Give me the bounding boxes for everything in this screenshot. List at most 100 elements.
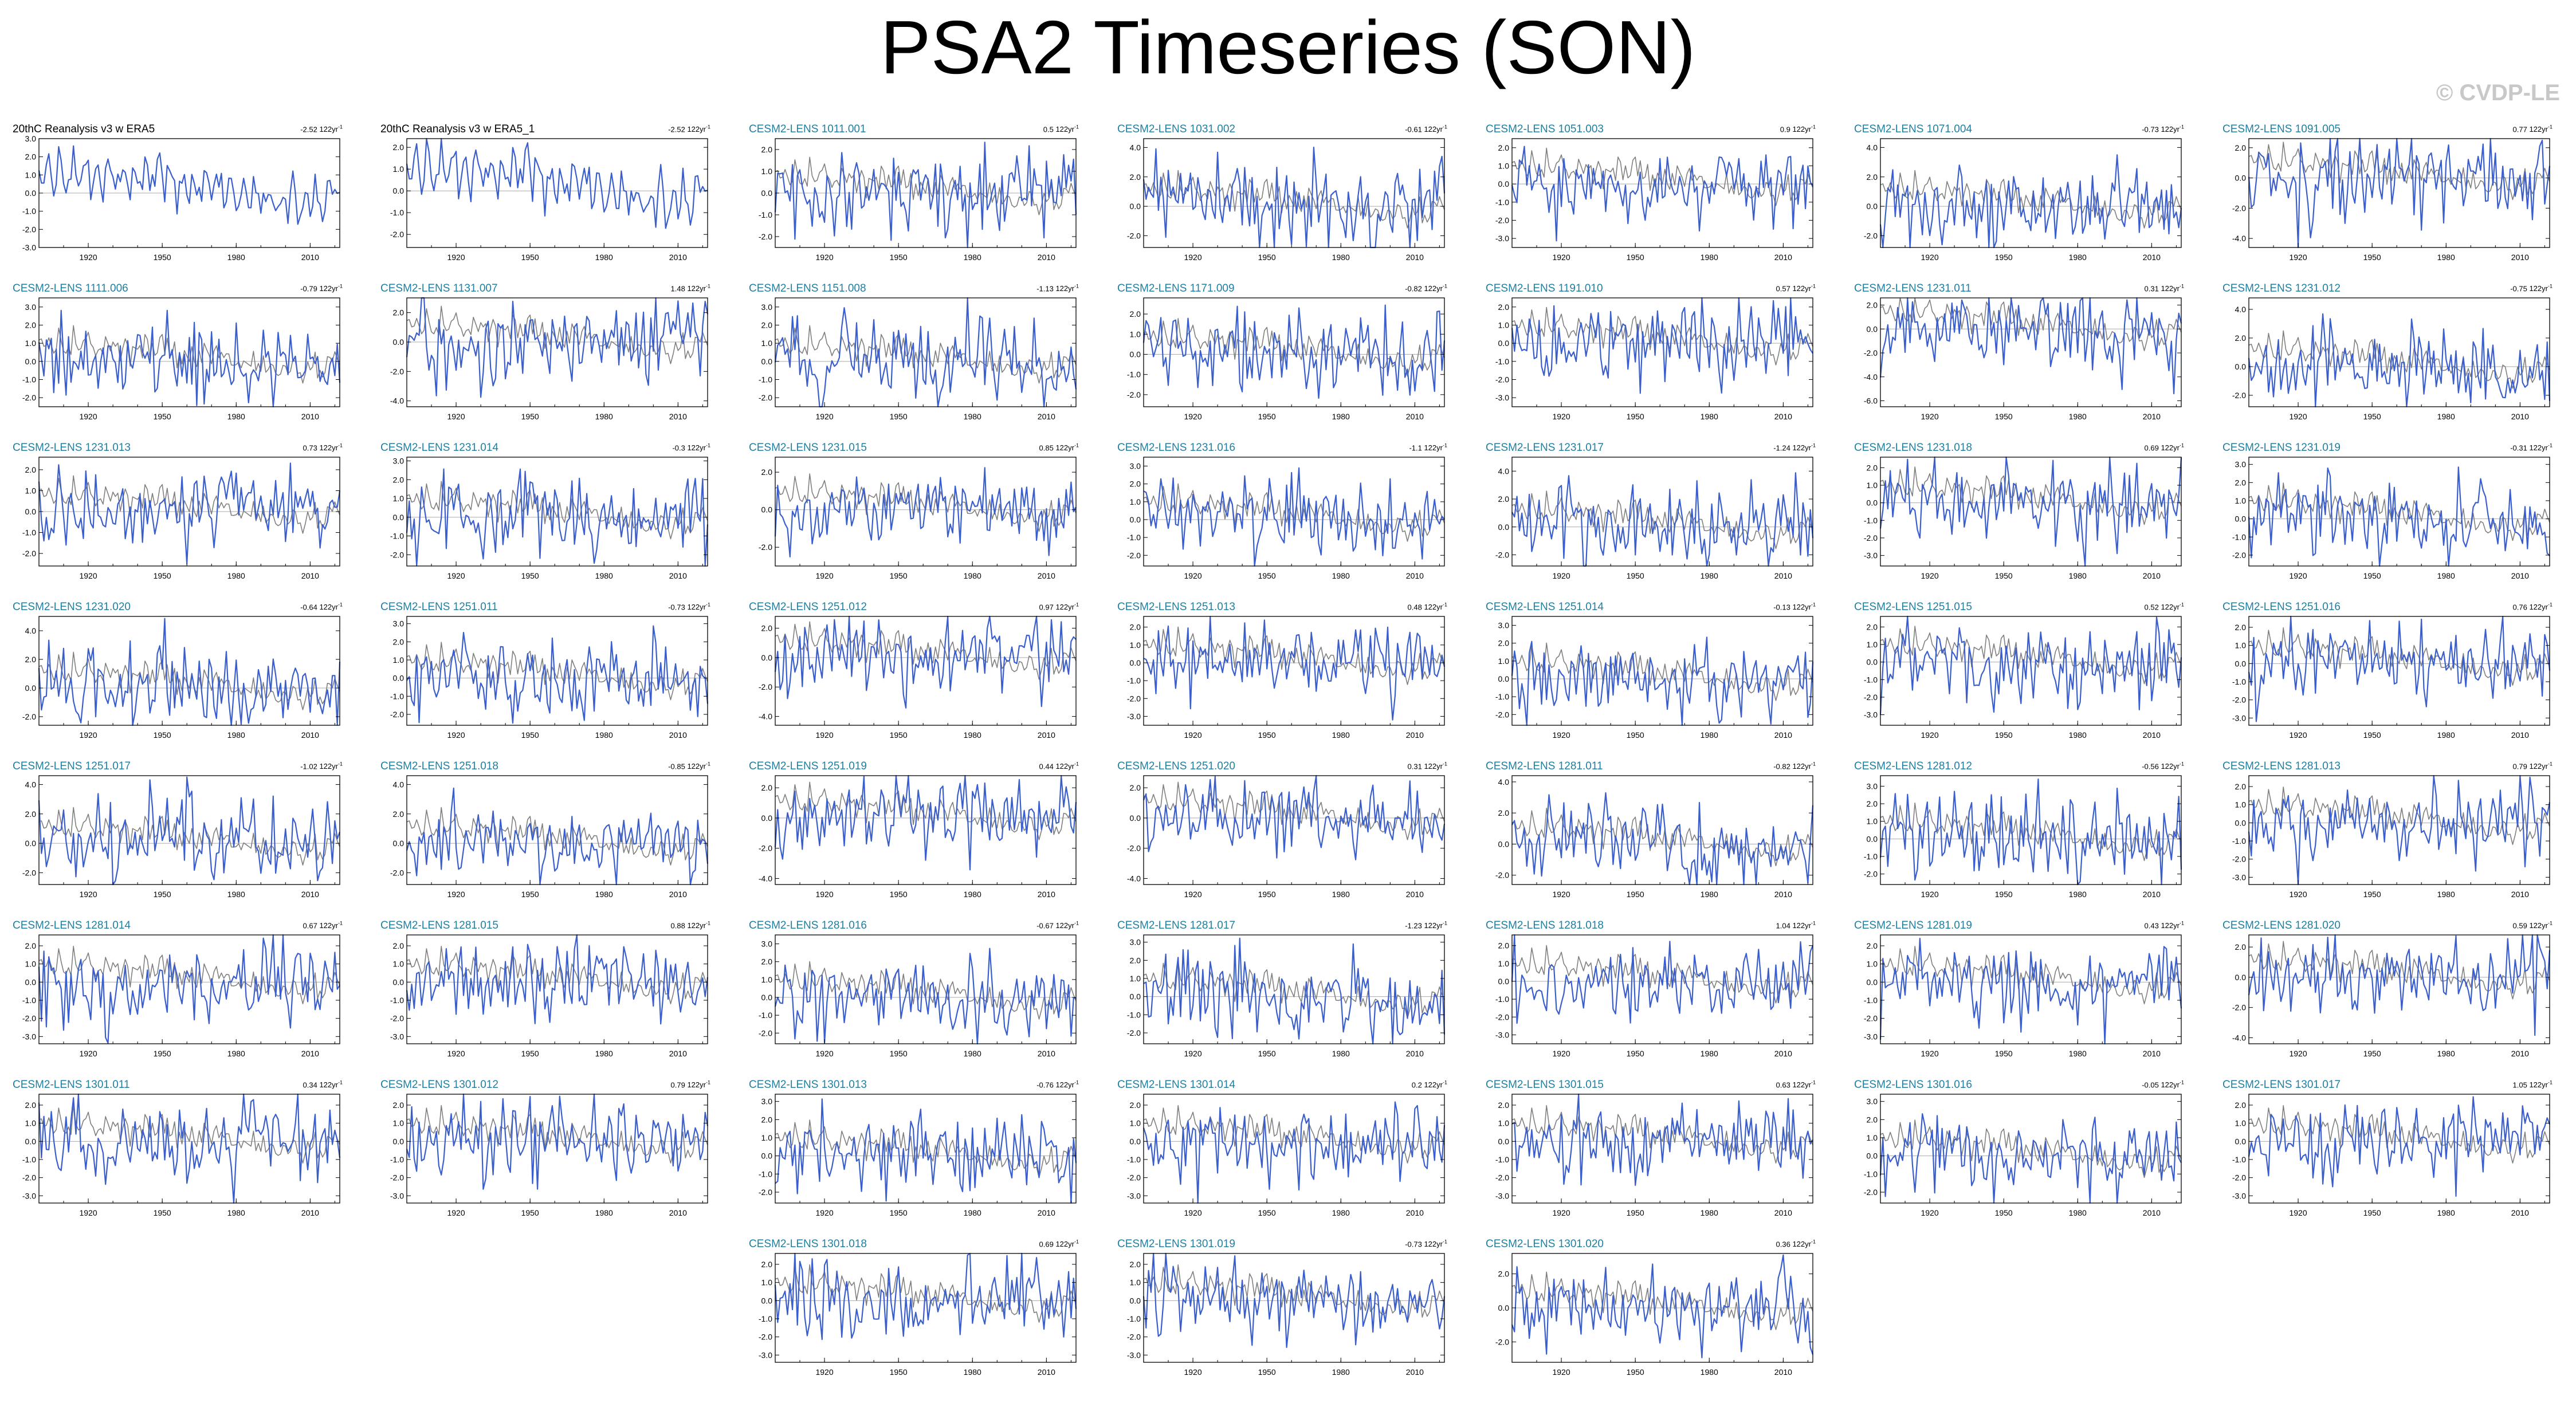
y-tick-label: -2.0 (2232, 391, 2246, 400)
trend-value: -0.13 (1773, 603, 1793, 612)
y-tick-label: 0.0 (1130, 992, 1141, 1001)
y-tick-label: 0.0 (1498, 522, 1510, 532)
x-tick-label: 1980 (1332, 1367, 1350, 1377)
panel-title: CESM2-LENS 1071.004 (1854, 123, 1972, 135)
panel-trend-label: -0.67 122yr-1 (1036, 921, 1079, 930)
x-tick-label: 1980 (1332, 730, 1350, 740)
member-series-line (774, 142, 1077, 249)
x-tick-label: 1920 (1552, 571, 1570, 580)
y-tick-label: -2.0 (759, 1188, 772, 1197)
plot-frame (1511, 457, 1813, 567)
x-tick-label: 2010 (2143, 890, 2161, 899)
y-tick-label: 2.0 (25, 152, 37, 162)
observation-series-line (1143, 318, 1445, 377)
y-tick-label: 1.0 (25, 339, 37, 348)
x-tick-label: 1950 (1258, 730, 1276, 740)
panel-title: CESM2-LENS 1251.018 (380, 760, 498, 772)
y-tick-label: 3.0 (1498, 621, 1510, 630)
panel-title: CESM2-LENS 1091.005 (2222, 123, 2341, 135)
y-tick-label: 4.0 (1867, 143, 1878, 152)
y-tick-label: 0.0 (1867, 202, 1878, 211)
observation-series-line (406, 642, 708, 701)
x-tick-label: 2010 (1406, 1208, 1424, 1217)
panel-title: CESM2-LENS 1281.011 (1486, 760, 1603, 772)
x-tick-label: 1950 (890, 890, 908, 899)
observation-series-line (38, 325, 340, 384)
panel-trend-label: -2.52 122yr-1 (668, 124, 710, 133)
y-tick-label: -2.0 (1864, 231, 1878, 240)
panel-plot: 3.0 2.0 1.0 0.0 -1.0 -2.0 1920 1950 1980 2010 (1864, 1094, 2182, 1217)
x-tick-label: 1920 (2289, 253, 2307, 262)
plot-frame (406, 616, 708, 726)
x-tick-label: 2010 (1774, 730, 1792, 740)
panel-title: CESM2-LENS 1251.019 (749, 760, 867, 772)
x-tick-label: 1920 (2289, 412, 2307, 421)
x-tick-label: 1980 (2437, 730, 2455, 740)
y-tick-label: -2.0 (2232, 203, 2246, 213)
y-tick-label: 0.0 (1130, 202, 1141, 211)
x-tick-label: 1980 (2437, 890, 2455, 899)
y-tick-label: 1.0 (1498, 959, 1510, 968)
panel-plot: 4.0 2.0 0.0 -2.0 1920 1950 1980 2010 (390, 775, 709, 899)
y-tick-label: -1.0 (759, 210, 772, 219)
y-tick-label: 1.0 (1498, 321, 1510, 330)
trend-value: 0.59 (2512, 921, 2530, 930)
x-tick-label: 1950 (154, 890, 171, 899)
member-series-line (406, 934, 709, 1025)
y-tick-label: 2.0 (2235, 623, 2247, 632)
y-tick-label: 2.0 (2235, 782, 2247, 791)
x-tick-label: 2010 (2511, 412, 2529, 421)
trend-value: 1.05 (2512, 1080, 2530, 1090)
plot-frame (1511, 297, 1813, 407)
y-tick-label: 0.0 (25, 507, 37, 516)
x-tick-label: 1920 (79, 730, 97, 740)
member-series-line (1511, 792, 1814, 886)
x-tick-label: 1980 (2069, 1208, 2087, 1217)
y-tick-label: -2.0 (22, 549, 36, 558)
panel-trend-label: -0.3 122yr-1 (672, 443, 710, 452)
y-tick-label: 0.0 (25, 839, 37, 848)
y-tick-label: 2.0 (761, 783, 773, 792)
trend-unit: 122yr-1 (687, 602, 710, 612)
x-tick-label: 1920 (1921, 571, 1938, 580)
y-tick-label: -1.0 (1864, 996, 1878, 1005)
observation-series-line (1880, 170, 2182, 229)
y-tick-label: 2.0 (1498, 302, 1510, 312)
y-tick-label: 0.0 (2235, 174, 2247, 183)
y-tick-label: 1.0 (25, 960, 37, 969)
trend-value: 0.44 (1039, 762, 1056, 771)
y-tick-label: -1.0 (2232, 836, 2246, 846)
trend-value: 0.57 (1776, 284, 1793, 293)
y-tick-label: -1.0 (2232, 532, 2246, 541)
trend-unit: 122yr-1 (687, 443, 710, 453)
x-tick-label: 1950 (2363, 1049, 2381, 1058)
x-tick-label: 1980 (964, 730, 981, 740)
x-tick-label: 1920 (79, 571, 97, 580)
timeseries-panel: CESM2-LENS 1301.011 0.34 122yr-1 2.0 1.0 0.0… (10, 1079, 343, 1217)
x-tick-label: 1980 (964, 1208, 981, 1217)
member-series-line (1142, 1101, 1446, 1204)
y-tick-label: 0.0 (1130, 515, 1141, 524)
y-tick-label: 1.0 (1498, 1119, 1510, 1128)
y-tick-label: 1.0 (1130, 640, 1141, 650)
panel-trend-label: -1.13 122yr-1 (1036, 284, 1079, 293)
panel-plot: 3.0 2.0 1.0 0.0 -1.0 -2.0 1920 1950 1980 2010 (759, 1094, 1077, 1217)
observation-series-line (2248, 142, 2550, 201)
panel-trend-label: -1.24 122yr-1 (1773, 443, 1816, 452)
y-tick-label: 1.0 (761, 975, 773, 984)
y-tick-label: -3.0 (1495, 1030, 1509, 1039)
panel-title: CESM2-LENS 1251.017 (13, 760, 131, 772)
x-tick-label: 1950 (2363, 571, 2381, 580)
x-tick-label: 1950 (1627, 1049, 1644, 1058)
timeseries-panel: CESM2-LENS 1231.020 -0.64 122yr-1 4.0 2.0 0.… (10, 601, 343, 740)
member-series-line (38, 776, 341, 886)
panel-title: 20thC Reanalysis v3 w ERA5 (13, 123, 155, 135)
observation-series-line (775, 325, 1077, 384)
trend-value: -0.73 (668, 603, 688, 612)
plot-frame (406, 457, 708, 567)
y-tick-label: 2.0 (2235, 478, 2247, 487)
member-series-line (406, 787, 709, 886)
y-tick-label: 0.0 (1498, 179, 1510, 188)
member-series-line (1511, 1254, 1814, 1358)
timeseries-panel: CESM2-LENS 1281.012 -0.56 122yr-1 3.0 2.0 1.… (1852, 760, 2184, 899)
